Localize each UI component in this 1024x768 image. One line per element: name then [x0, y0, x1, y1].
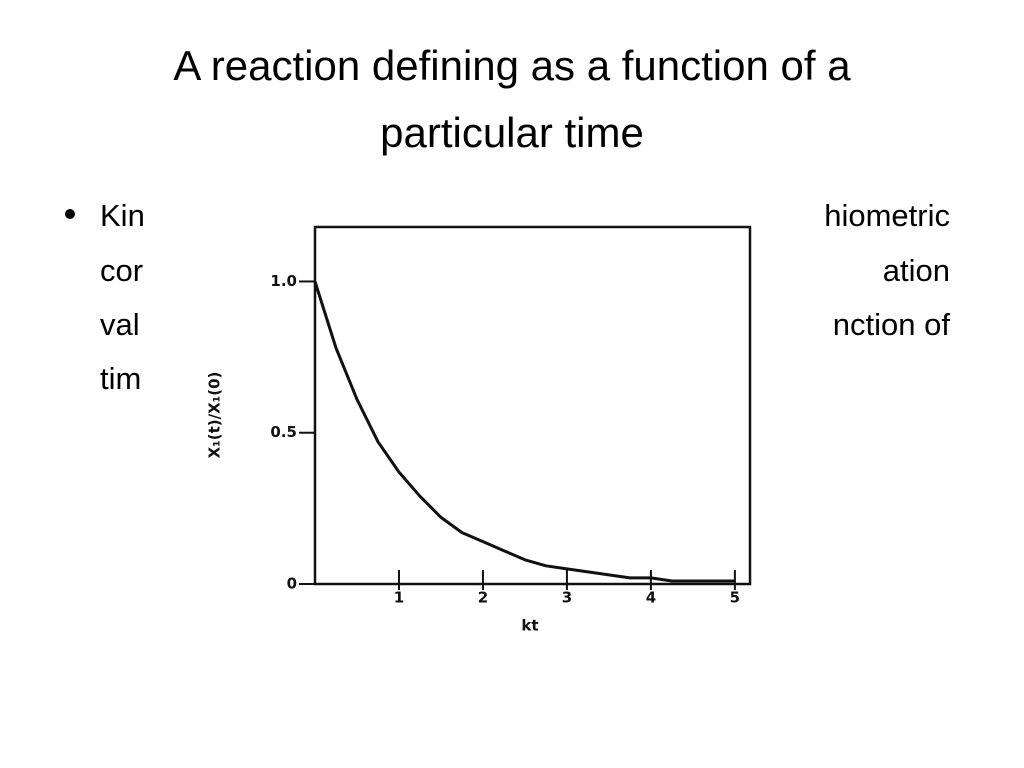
- bullet-text: val: [100, 307, 140, 342]
- bullet-text: cor: [100, 253, 143, 288]
- x-tick-label: 5: [730, 589, 740, 607]
- y-axis-label: X₁(t)/X₁(0): [206, 372, 224, 459]
- slide-title: A reaction defining as a function of a: [173, 42, 851, 89]
- y-tick-label: 0.5: [270, 423, 297, 441]
- y-tick-label: 0: [287, 575, 297, 593]
- bullet-dot: [65, 209, 75, 219]
- slide-title: particular time: [380, 109, 644, 156]
- bullet-text: ation: [883, 253, 950, 288]
- chart: 0 0.5 1.0 1 2 3 4 5 kt X₁(t)/X₁(0): [206, 225, 752, 635]
- x-tick-label: 1: [394, 589, 404, 607]
- bullet-text: hiometric: [824, 198, 950, 233]
- bullet-text: tim: [100, 361, 141, 396]
- plot-frame: [313, 225, 752, 586]
- x-tick-label: 4: [646, 589, 656, 607]
- x-tick-label: 3: [562, 589, 572, 607]
- bullet-text: Kin: [100, 198, 145, 233]
- y-tick-label: 1.0: [270, 272, 297, 290]
- x-tick-label: 2: [478, 589, 488, 607]
- x-axis-label: kt: [521, 617, 538, 635]
- data-line: [313, 281, 735, 583]
- bullet-text: nction of: [833, 307, 951, 342]
